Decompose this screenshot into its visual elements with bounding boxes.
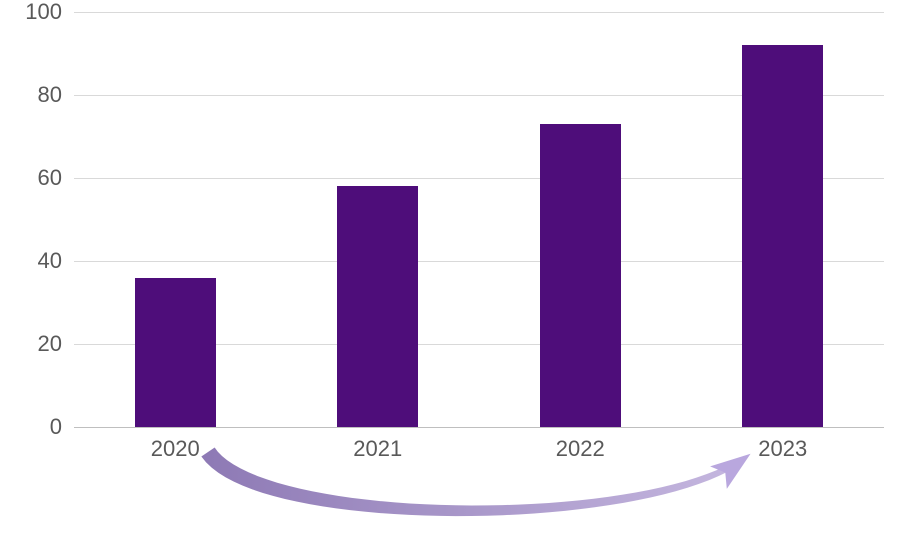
x-tick-label: 2020 xyxy=(151,436,200,462)
gridline xyxy=(74,12,884,13)
y-tick-label: 20 xyxy=(38,331,62,357)
y-tick-label: 40 xyxy=(38,248,62,274)
y-tick-label: 80 xyxy=(38,82,62,108)
plot-area xyxy=(74,12,884,427)
y-tick-label: 0 xyxy=(50,414,62,440)
y-tick-label: 60 xyxy=(38,165,62,191)
bar xyxy=(337,186,418,427)
arrow-head-icon xyxy=(710,454,750,489)
x-tick-label: 2022 xyxy=(556,436,605,462)
bar-chart: 0 20 40 60 80 100 2020 2021 2022 2023 xyxy=(0,0,900,547)
x-tick-label: 2023 xyxy=(758,436,807,462)
bar xyxy=(742,45,823,427)
bar xyxy=(135,278,216,427)
bar xyxy=(540,124,621,427)
arrow-body xyxy=(201,448,728,517)
gridline xyxy=(74,427,884,428)
x-tick-label: 2021 xyxy=(353,436,402,462)
y-tick-label: 100 xyxy=(25,0,62,25)
